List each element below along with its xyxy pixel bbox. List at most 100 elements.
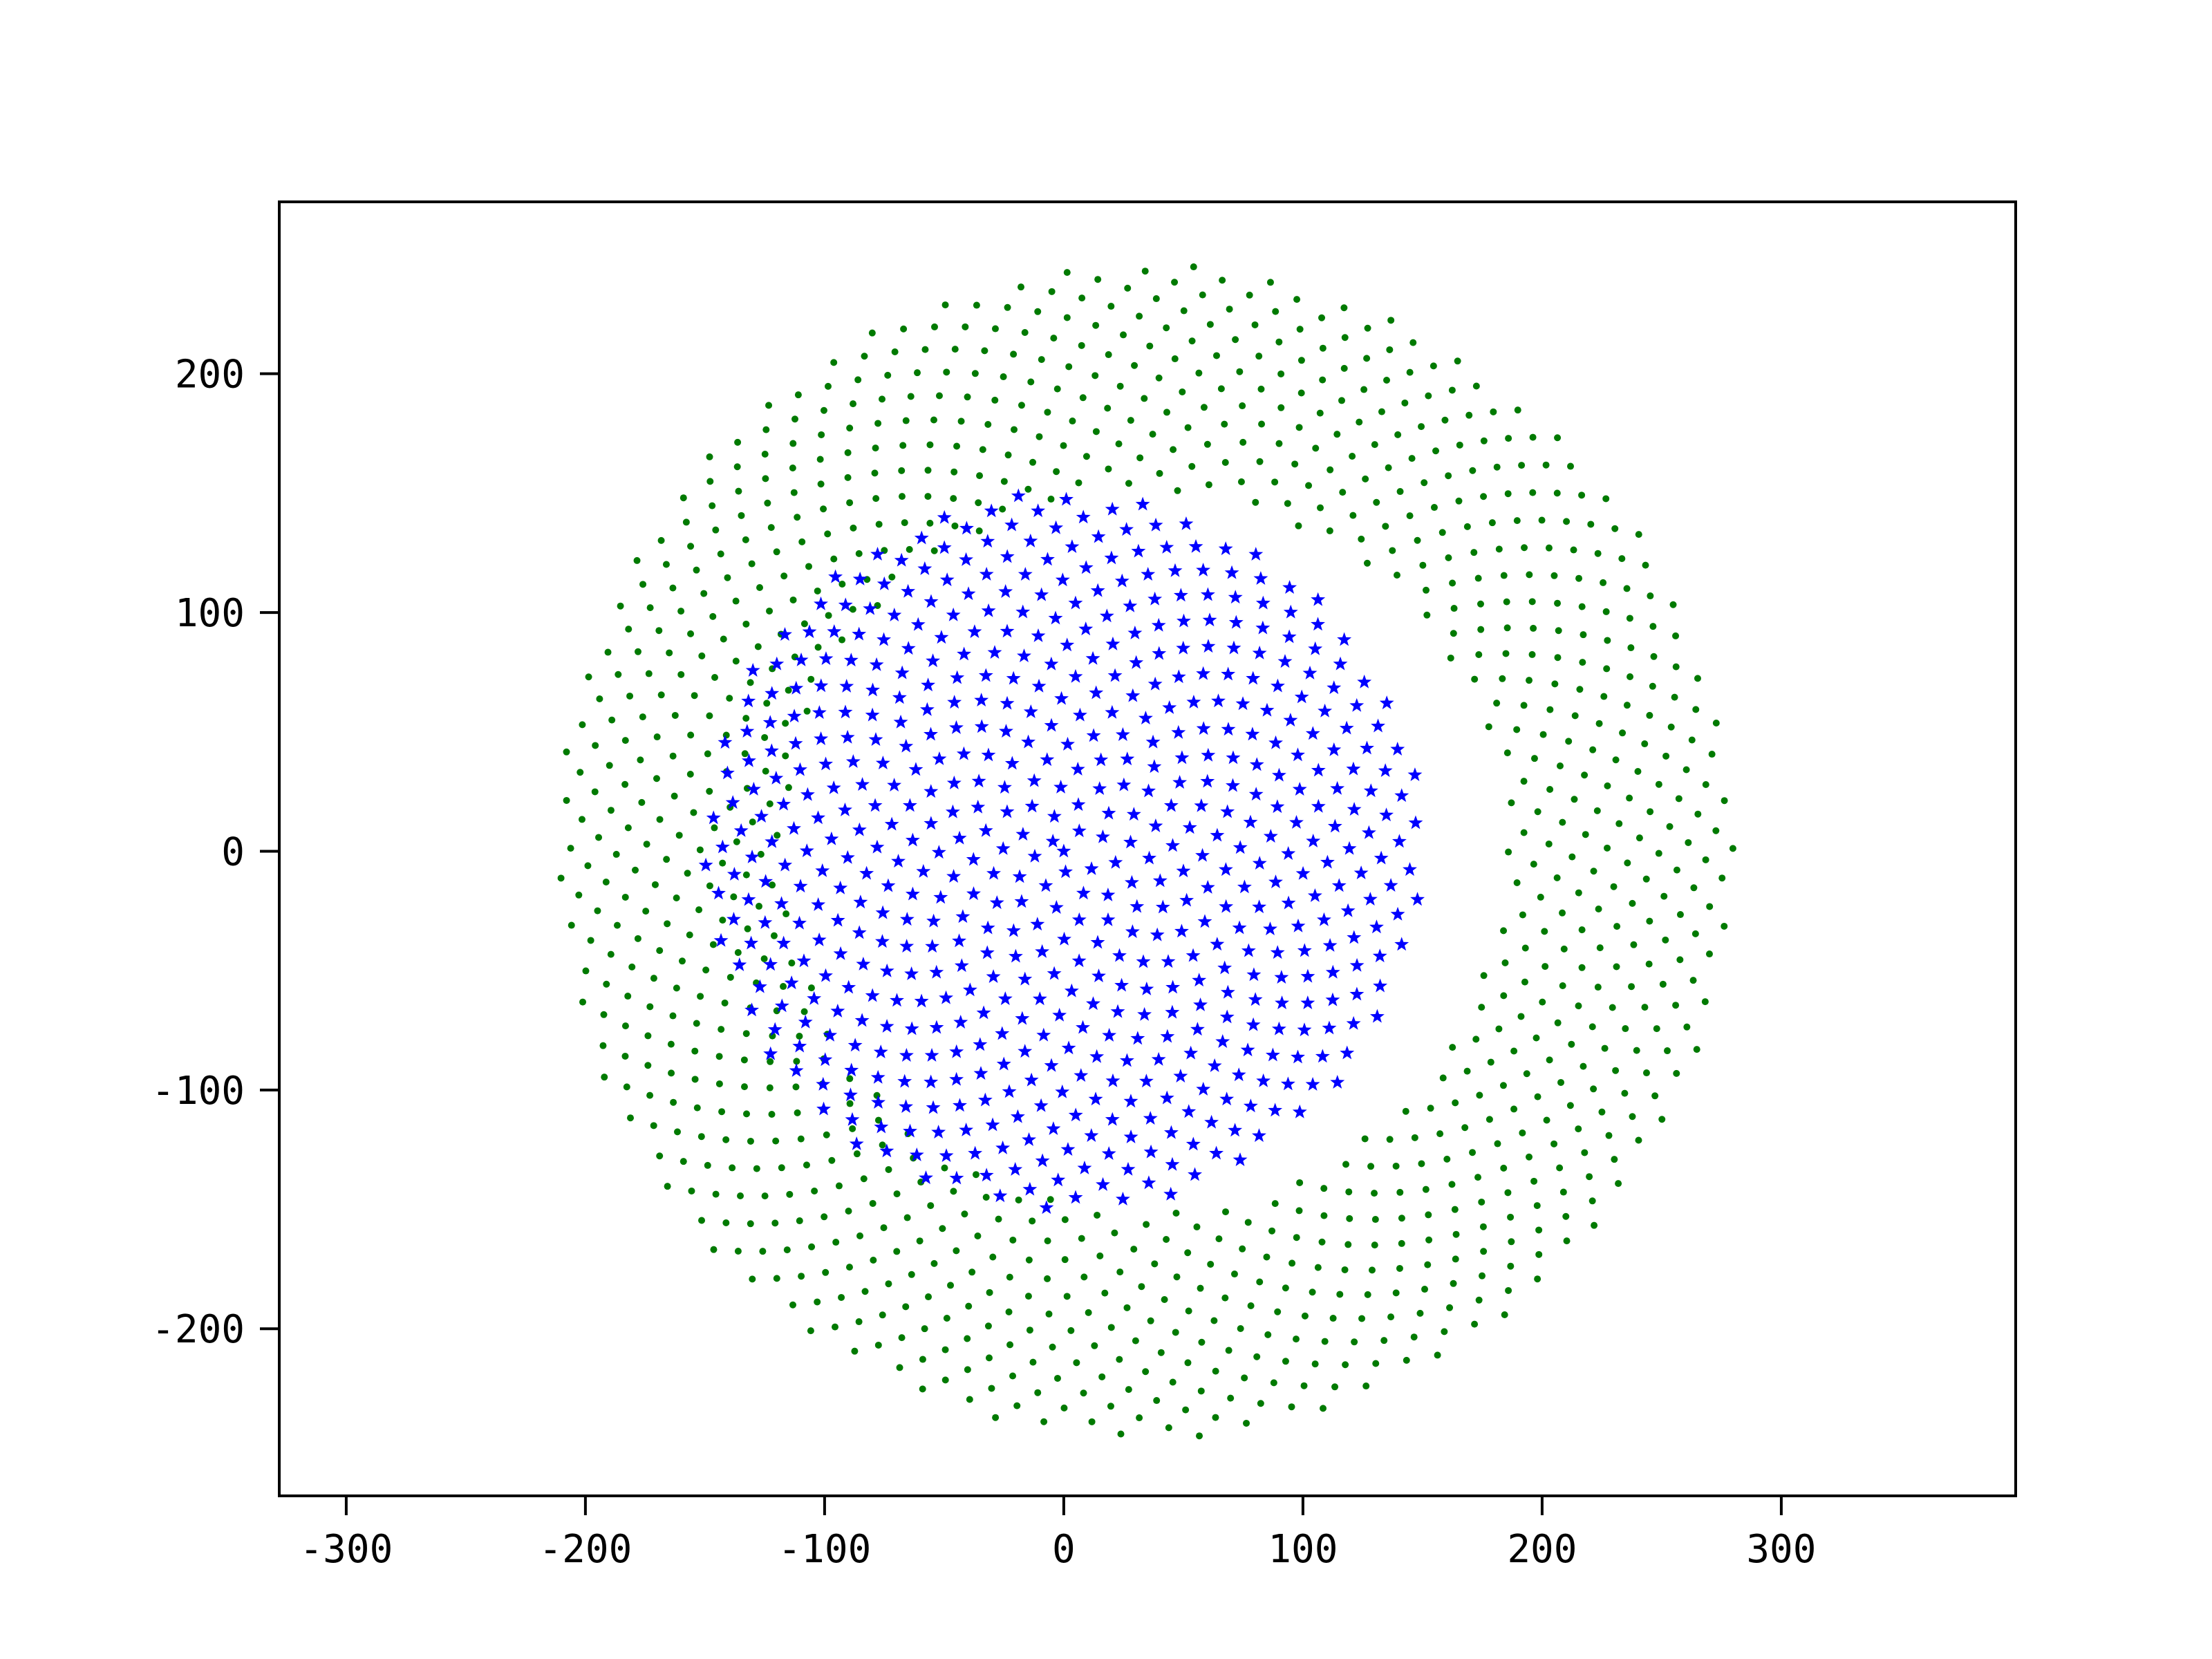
scatter-point-dot — [1382, 523, 1389, 530]
scatter-point-dot — [742, 871, 750, 879]
scatter-point-dot — [1447, 654, 1454, 662]
scatter-point-star — [877, 632, 892, 646]
scatter-point-star — [1138, 1074, 1154, 1088]
scatter-point-star — [1173, 588, 1188, 602]
scatter-point-star — [793, 879, 808, 893]
scatter-point-dot — [1446, 1304, 1454, 1311]
scatter-point-dot — [1629, 1113, 1636, 1121]
scatter-point-dot — [1253, 1353, 1261, 1360]
scatter-point-dot — [1309, 1288, 1316, 1296]
scatter-point-star — [789, 680, 804, 695]
scatter-point-dot — [747, 679, 754, 686]
scatter-point-dot — [1575, 889, 1582, 897]
scatter-point-dot — [585, 673, 592, 681]
scatter-point-dot — [1645, 960, 1653, 968]
scatter-point-dot — [1013, 1402, 1021, 1409]
scatter-point-dot — [1373, 498, 1380, 506]
scatter-point-dot — [1559, 1188, 1567, 1196]
scatter-point-star — [1104, 550, 1119, 565]
scatter-point-star — [1232, 920, 1247, 935]
scatter-point-dot — [771, 1219, 779, 1227]
scatter-point-dot — [732, 597, 740, 605]
scatter-point-dot — [844, 474, 852, 481]
scatter-point-dot — [1047, 1196, 1054, 1203]
scatter-point-star — [1210, 937, 1225, 951]
scatter-point-dot — [1503, 749, 1511, 757]
scatter-point-dot — [1394, 431, 1402, 438]
y-tick-label: 0 — [221, 830, 245, 874]
scatter-point-star — [1311, 762, 1326, 777]
scatter-point-dot — [691, 1076, 699, 1083]
scatter-point-star — [1195, 847, 1210, 862]
scatter-point-dot — [807, 984, 815, 992]
scatter-point-star — [980, 534, 995, 548]
scatter-point-star — [977, 1092, 993, 1107]
scatter-point-dot — [1721, 797, 1728, 805]
scatter-point-star — [1226, 778, 1240, 792]
scatter-point-star — [1311, 617, 1325, 631]
scatter-point-star — [1091, 968, 1106, 983]
scatter-point-dot — [789, 465, 796, 472]
scatter-point-dot — [1430, 362, 1437, 370]
scatter-point-star — [815, 863, 830, 877]
scatter-point-star — [1049, 520, 1064, 534]
scatter-point-star — [1263, 921, 1277, 935]
scatter-point-star — [765, 686, 780, 700]
scatter-point-dot — [1555, 627, 1562, 635]
scatter-point-dot — [1406, 368, 1414, 376]
scatter-point-star — [919, 702, 935, 716]
scatter-point-star — [784, 975, 799, 990]
scatter-point-dot — [1480, 972, 1488, 980]
scatter-point-dot — [1142, 1368, 1150, 1376]
scatter-point-dot — [1069, 418, 1076, 425]
scatter-point-star — [1064, 983, 1079, 997]
scatter-point-star — [874, 934, 890, 948]
scatter-point-star — [1185, 1136, 1201, 1151]
scatter-point-dot — [1105, 351, 1112, 359]
scatter-point-star — [910, 617, 926, 631]
scatter-point-star — [1143, 1144, 1159, 1159]
scatter-point-dot — [950, 1188, 957, 1195]
scatter-point-dot — [874, 1341, 882, 1349]
scatter-point-dot — [1533, 1202, 1541, 1210]
scatter-point-star — [1090, 583, 1105, 597]
scatter-point-dot — [1425, 392, 1432, 400]
scatter-point-star — [853, 894, 868, 909]
scatter-point-dot — [711, 824, 718, 832]
scatter-point-dot — [762, 767, 769, 775]
scatter-point-dot — [1612, 1067, 1620, 1074]
scatter-point-dot — [1647, 808, 1654, 816]
scatter-point-star — [1100, 888, 1116, 901]
scatter-point-dot — [991, 396, 999, 404]
scatter-point-star — [997, 991, 1013, 1006]
x-tick-label: -100 — [778, 1527, 871, 1572]
scatter-point-dot — [621, 780, 629, 788]
scatter-point-star — [1283, 604, 1298, 619]
scatter-point-dot — [664, 920, 671, 928]
scatter-point-dot — [702, 966, 710, 974]
scatter-point-star — [1137, 1006, 1152, 1021]
scatter-point-star — [1165, 838, 1180, 852]
scatter-point-dot — [709, 612, 717, 620]
scatter-point-star — [1281, 895, 1296, 910]
scatter-point-dot — [691, 1047, 699, 1055]
scatter-point-dot — [1557, 1078, 1565, 1086]
scatter-point-dot — [721, 999, 729, 1006]
scatter-point-star — [971, 774, 986, 788]
scatter-point-dot — [769, 881, 776, 889]
scatter-point-dot — [742, 536, 749, 543]
scatter-point-star — [1076, 1020, 1090, 1034]
scatter-point-star — [1331, 878, 1347, 892]
scatter-point-dot — [1241, 1374, 1248, 1382]
scatter-point-star — [852, 925, 867, 939]
scatter-point-star — [949, 1071, 964, 1086]
scatter-point-dot — [947, 1282, 955, 1289]
scatter-point-star — [1255, 620, 1271, 635]
scatter-point-star — [1360, 740, 1374, 755]
scatter-point-dot — [951, 346, 959, 353]
scatter-point-dot — [688, 1187, 695, 1194]
scatter-point-dot — [1396, 1188, 1404, 1196]
scatter-point-dot — [1295, 424, 1303, 431]
scatter-point-star — [980, 945, 995, 959]
y-tick-label: -200 — [151, 1307, 245, 1352]
